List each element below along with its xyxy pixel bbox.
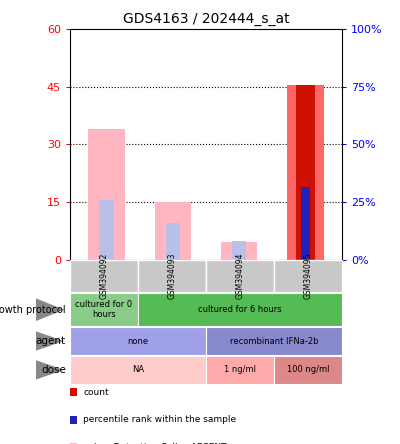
Text: GSM394094: GSM394094 <box>236 253 244 299</box>
Bar <box>221 242 258 260</box>
Bar <box>154 202 191 260</box>
Text: recombinant IFNa-2b: recombinant IFNa-2b <box>230 337 318 345</box>
Text: GSM394095: GSM394095 <box>304 253 312 299</box>
Bar <box>301 187 310 260</box>
Text: count: count <box>83 388 109 396</box>
Title: GDS4163 / 202444_s_at: GDS4163 / 202444_s_at <box>123 12 289 27</box>
Text: growth protocol: growth protocol <box>0 305 66 315</box>
Text: NA: NA <box>132 365 144 374</box>
Bar <box>99 200 114 260</box>
Text: percentile rank within the sample: percentile rank within the sample <box>83 415 236 424</box>
Text: GSM394092: GSM394092 <box>100 253 108 299</box>
Text: 1 ng/ml: 1 ng/ml <box>224 365 256 374</box>
Bar <box>88 129 125 260</box>
Text: cultured for 6 hours: cultured for 6 hours <box>198 305 282 314</box>
Bar <box>166 223 180 260</box>
Text: value, Detection Call = ABSENT: value, Detection Call = ABSENT <box>83 443 227 444</box>
Bar <box>296 85 316 260</box>
Bar <box>287 85 324 260</box>
Bar <box>232 241 246 260</box>
Text: agent: agent <box>36 336 66 346</box>
Text: none: none <box>128 337 148 345</box>
Bar <box>298 187 313 260</box>
Text: cultured for 0
hours: cultured for 0 hours <box>76 300 132 319</box>
Text: GSM394093: GSM394093 <box>168 253 176 299</box>
Text: 100 ng/ml: 100 ng/ml <box>287 365 329 374</box>
Text: dose: dose <box>41 365 66 375</box>
